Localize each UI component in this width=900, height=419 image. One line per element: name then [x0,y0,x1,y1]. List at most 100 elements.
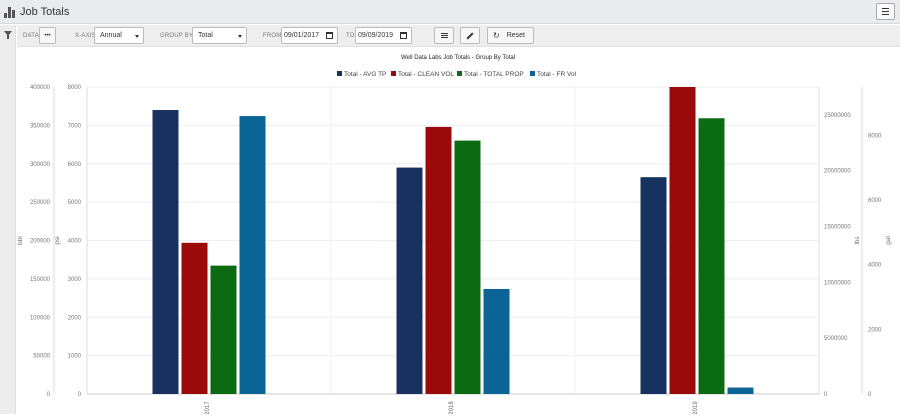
bar [698,118,725,394]
axes: 0500001000001500002000002500003000003500… [17,85,892,398]
left-sidebar [0,25,16,414]
color-picker-button[interactable] [460,27,480,44]
refresh-icon: ↻ [493,31,500,40]
y-tick-label: 4000 [68,239,82,245]
legend-swatch [457,71,462,76]
y-tick-label: 20000000 [824,169,851,175]
bars [152,87,754,395]
y-tick-label: 3000 [68,277,82,283]
y-tick-label: 100000 [30,315,51,321]
y-tick-label: 8000 [868,133,882,139]
title-bar: Job Totals [0,0,900,24]
chevron-down-icon [238,35,242,38]
chevron-down-icon [135,35,139,38]
y-tick-label: 0 [824,392,828,398]
legend-label: Total - FR Vol [537,71,577,78]
chart-title: Well Data Labs Job Totals - Group By Tot… [401,55,515,61]
bar [669,87,696,394]
y-axis-title: psi [54,236,61,244]
y-tick-label: 1000 [68,354,82,360]
y-tick-label: 300000 [30,162,51,168]
xaxis-select[interactable]: Annual [94,27,144,44]
legend-swatch [337,71,342,76]
data-label: DATA [23,33,39,39]
calendar-icon[interactable] [326,32,333,39]
y-tick-label: 0 [78,392,82,398]
bar [396,167,423,394]
legend-label: Total - AVG TP [344,71,386,78]
y-tick-label: 400000 [30,85,51,91]
data-options-button[interactable]: ••• [39,27,56,44]
chart-toolbar: DATA ••• X-AXIS Annual GROUP BY Total FR… [17,25,900,47]
to-label-wrap: TO [346,25,355,47]
y-tick-label: 0 [868,392,872,398]
eyedropper-icon [466,31,474,40]
y-tick-label: 350000 [30,123,51,129]
y-tick-label: 0 [47,392,51,398]
y-tick-label: 6000 [68,162,82,168]
y-tick-label: 25000000 [824,113,851,119]
x-axis-labels: 2017 2018 2019 [205,401,699,415]
y-tick-label: 15000000 [824,225,851,231]
bar [425,126,452,394]
y-tick-label: 2000 [68,315,82,321]
bar [727,387,754,394]
reset-button[interactable]: ↻ Reset [487,27,534,44]
y-tick-label: 7000 [68,123,82,129]
y-tick-label: 5000 [68,200,82,206]
xaxis-label-wrap: X-AXIS [75,25,96,47]
x-tick-label: 2019 [693,401,699,414]
from-date-value: 09/01/2017 [284,32,320,39]
y-axis-title: lbs [854,236,861,245]
y-tick-label: 50000 [33,354,50,360]
bar [152,110,179,395]
calendar-icon[interactable] [400,32,407,39]
y-tick-label: 5000000 [824,336,848,342]
bar [640,177,667,394]
xaxis-select-value: Annual [100,32,122,39]
legend: Total - AVG TP Total - CLEAN VOL Total - T… [337,71,577,78]
legend-swatch [391,71,396,76]
legend-swatch [530,71,535,76]
groupby-select-value: Total [198,32,213,39]
hamburger-icon [882,8,889,9]
groupby-label: GROUP BY [160,33,194,39]
x-tick-label: 2017 [205,401,211,414]
y-tick-label: 200000 [30,239,51,245]
groupby-label-wrap: GROUP BY [160,25,193,47]
to-date-value: 09/09/2019 [358,32,394,39]
y-tick-label: 4000 [868,263,882,269]
bar-chart-icon [4,6,16,18]
from-label-wrap: FROM [263,25,281,47]
y-tick-label: 10000000 [824,280,851,286]
y-tick-label: 8000 [68,85,82,91]
y-axis-title: bbl [17,236,24,245]
groupby-select[interactable]: Total [192,27,247,44]
bar-chart: Well Data Labs Job Totals - Group By Tot… [17,55,892,415]
y-tick-label: 6000 [868,198,882,204]
to-date-input[interactable]: 09/09/2019 [355,27,412,44]
xaxis-label: X-AXIS [75,33,96,39]
bar [210,265,237,394]
page-title: Job Totals [20,5,70,18]
bar [483,288,510,394]
data-label-wrap: DATA [23,25,39,47]
to-label: TO [346,33,355,39]
bar [181,242,208,394]
x-tick-label: 2018 [449,401,455,414]
from-label: FROM [263,33,282,39]
legend-label: Total - TOTAL PROP [464,71,524,78]
reset-button-label: Reset [506,32,525,39]
bar [239,116,266,394]
y-axis-title: gal [885,236,892,245]
menu-button[interactable] [876,3,895,20]
y-tick-label: 150000 [30,277,51,283]
list-icon [440,33,448,38]
y-tick-label: 2000 [868,327,882,333]
y-tick-label: 250000 [30,200,51,206]
from-date-input[interactable]: 09/01/2017 [281,27,338,44]
list-view-button[interactable] [434,27,454,44]
chart-area: Well Data Labs Job Totals - Group By Tot… [17,48,900,415]
legend-label: Total - CLEAN VOL [398,71,454,78]
bar [454,140,481,394]
